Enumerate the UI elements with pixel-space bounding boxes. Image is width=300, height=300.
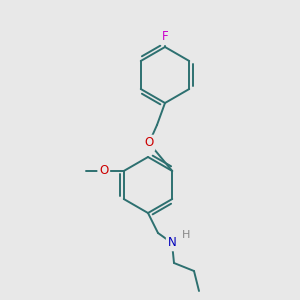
Text: F: F (162, 31, 168, 44)
Text: N: N (168, 236, 176, 250)
Text: O: O (144, 136, 154, 149)
Text: O: O (99, 164, 108, 178)
Text: H: H (182, 230, 190, 240)
